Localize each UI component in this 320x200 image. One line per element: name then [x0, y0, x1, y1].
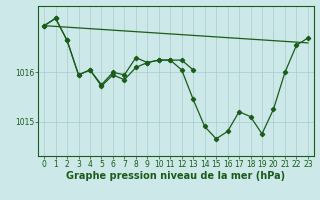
X-axis label: Graphe pression niveau de la mer (hPa): Graphe pression niveau de la mer (hPa) — [67, 171, 285, 181]
